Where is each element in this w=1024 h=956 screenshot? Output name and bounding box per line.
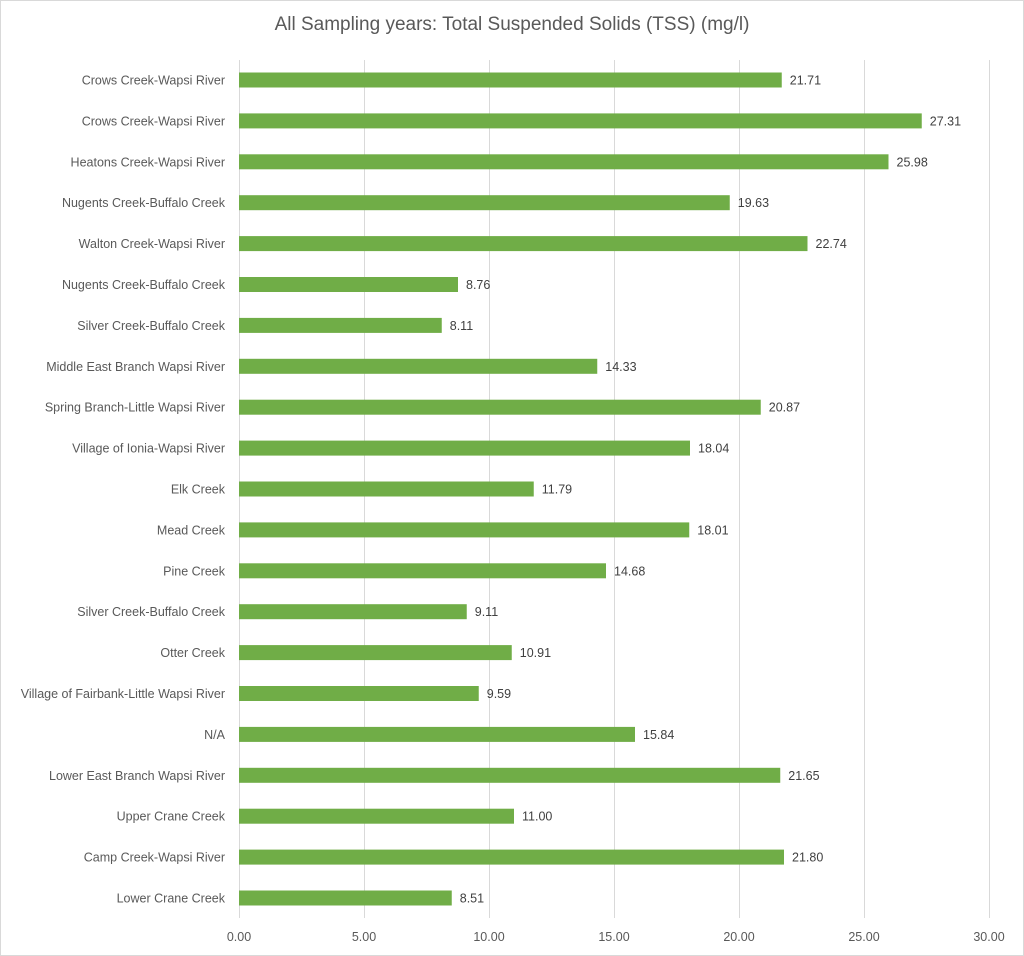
x-axis-tick-labels: 0.00 5.00 10.00 15.00 20.00 25.00 30.00 [227, 930, 1005, 944]
data-label: 27.31 [930, 114, 961, 128]
data-label: 10.91 [520, 646, 551, 660]
bar [239, 481, 534, 497]
bars [239, 72, 922, 906]
data-label: 21.65 [788, 769, 819, 783]
bar [239, 358, 598, 374]
data-label: 19.63 [738, 196, 769, 210]
data-label: 11.00 [522, 810, 552, 824]
category-label: N/A [204, 728, 226, 742]
category-label: Village of Ionia-Wapsi River [72, 442, 225, 456]
x-tick-label: 0.00 [227, 930, 251, 944]
x-tick-label: 15.00 [598, 930, 629, 944]
category-labels: Crows Creek-Wapsi River Crows Creek-Wapsi… [21, 74, 226, 906]
bar [239, 317, 442, 333]
bar [239, 604, 467, 620]
bar [239, 154, 889, 170]
category-label: Upper Crane Creek [117, 810, 226, 824]
category-label: Nugents Creek-Buffalo Creek [62, 278, 226, 292]
bar [239, 72, 782, 88]
data-label: 22.74 [816, 237, 847, 251]
data-label: 8.51 [460, 892, 484, 906]
data-label: 9.59 [487, 687, 511, 701]
category-label: Village of Fairbank-Little Wapsi River [21, 687, 225, 701]
x-tick-label: 10.00 [473, 930, 504, 944]
bar [239, 726, 635, 742]
bar [239, 849, 784, 865]
bar [239, 277, 458, 292]
x-tick-label: 20.00 [723, 930, 754, 944]
data-label: 21.71 [790, 74, 821, 88]
x-tick-label: 5.00 [352, 930, 376, 944]
category-label: Mead Creek [157, 523, 226, 537]
category-label: Middle East Branch Wapsi River [46, 360, 225, 374]
bar [239, 195, 730, 211]
data-label: 14.33 [605, 360, 636, 374]
category-label: Crows Creek-Wapsi River [82, 114, 225, 128]
category-label: Silver Creek-Buffalo Creek [77, 319, 225, 333]
x-tick-label: 30.00 [973, 930, 1004, 944]
bar [239, 236, 808, 252]
data-label: 20.87 [769, 401, 800, 415]
data-label: 21.80 [792, 851, 823, 865]
bar [239, 440, 690, 456]
category-label: Camp Creek-Wapsi River [84, 851, 225, 865]
data-label: 9.11 [475, 605, 498, 619]
category-label: Crows Creek-Wapsi River [82, 74, 225, 88]
category-label: Silver Creek-Buffalo Creek [77, 605, 225, 619]
data-label: 11.79 [542, 483, 572, 497]
bar [239, 563, 606, 579]
category-label: Nugents Creek-Buffalo Creek [62, 196, 226, 210]
bar [239, 686, 479, 701]
category-label: Elk Creek [171, 483, 226, 497]
category-label: Lower Crane Creek [117, 892, 226, 906]
category-label: Pine Creek [163, 564, 226, 578]
data-label: 25.98 [897, 155, 928, 169]
data-label: 8.11 [450, 319, 473, 333]
category-label: Spring Branch-Little Wapsi River [45, 401, 225, 415]
data-label: 15.84 [643, 728, 674, 742]
data-label: 8.76 [466, 278, 490, 292]
bar [239, 767, 781, 783]
data-label: 14.68 [614, 564, 645, 578]
data-labels: 21.71 27.31 25.98 19.63 22.74 8.76 8.11 14.33 20… [450, 74, 961, 906]
chart-title: All Sampling years: Total Suspended Soli… [274, 14, 750, 35]
data-label: 18.04 [698, 442, 729, 456]
x-tick-label: 25.00 [848, 930, 879, 944]
bar [239, 522, 690, 538]
category-label: Walton Creek-Wapsi River [79, 237, 225, 251]
bar [239, 645, 512, 661]
bar [239, 808, 514, 824]
category-label: Otter Creek [160, 646, 225, 660]
data-label: 18.01 [697, 523, 728, 537]
bar [239, 890, 452, 906]
category-label: Heatons Creek-Wapsi River [71, 155, 225, 169]
bar [239, 399, 761, 415]
category-label: Lower East Branch Wapsi River [49, 769, 225, 783]
bar [239, 113, 922, 129]
